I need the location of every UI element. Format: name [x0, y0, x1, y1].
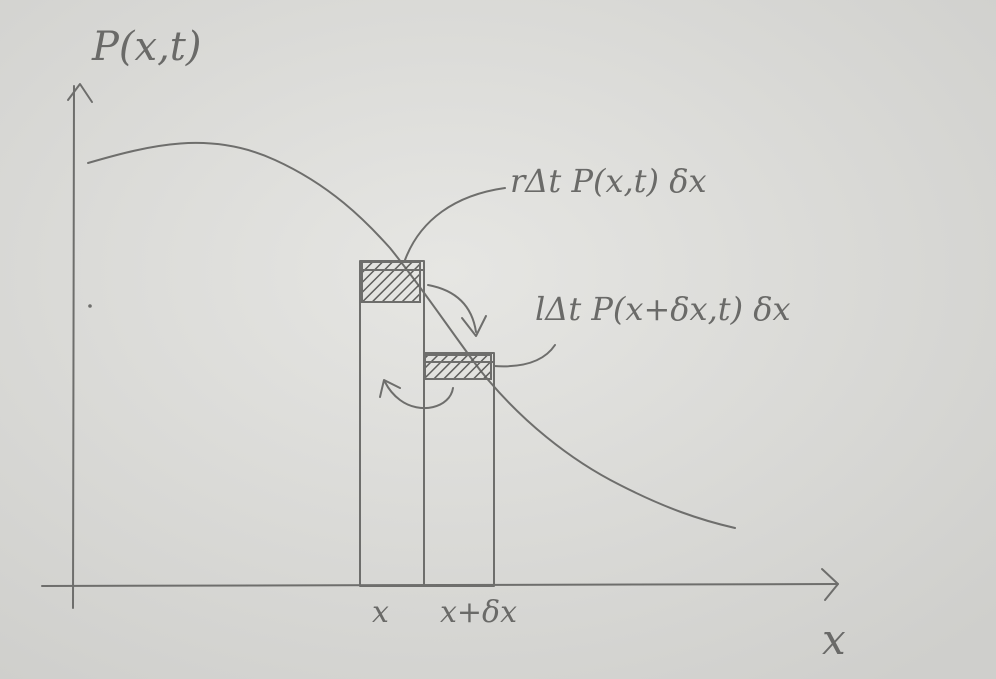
annotation-left-flux: lΔt P(x+δx,t) δx [535, 290, 791, 328]
x-axis-arrowhead [821, 568, 839, 601]
strip-x-plus-dx [423, 352, 495, 587]
y-axis-arrowhead [67, 83, 93, 103]
y-axis-label: P(x,t) [91, 24, 201, 70]
flux-arrow-left [384, 381, 454, 409]
tick-label-x-plus-dx: x+δx [440, 595, 517, 630]
flux-arrow-right-head [461, 315, 487, 337]
x-axis-label: x [822, 615, 846, 664]
leader-right-flux [404, 187, 506, 261]
tick-label-x: x [372, 595, 389, 630]
hatched-box-right [424, 354, 492, 380]
flux-arrow-right [427, 284, 477, 333]
leader-left-flux [493, 344, 556, 368]
pencil-dot [88, 304, 92, 308]
y-axis [72, 85, 75, 609]
annotation-right-flux: rΔt P(x,t) δx [510, 162, 707, 200]
probability-curve [87, 141, 736, 529]
flux-arrow-left-head [379, 379, 401, 398]
hatched-box-left [361, 261, 421, 303]
